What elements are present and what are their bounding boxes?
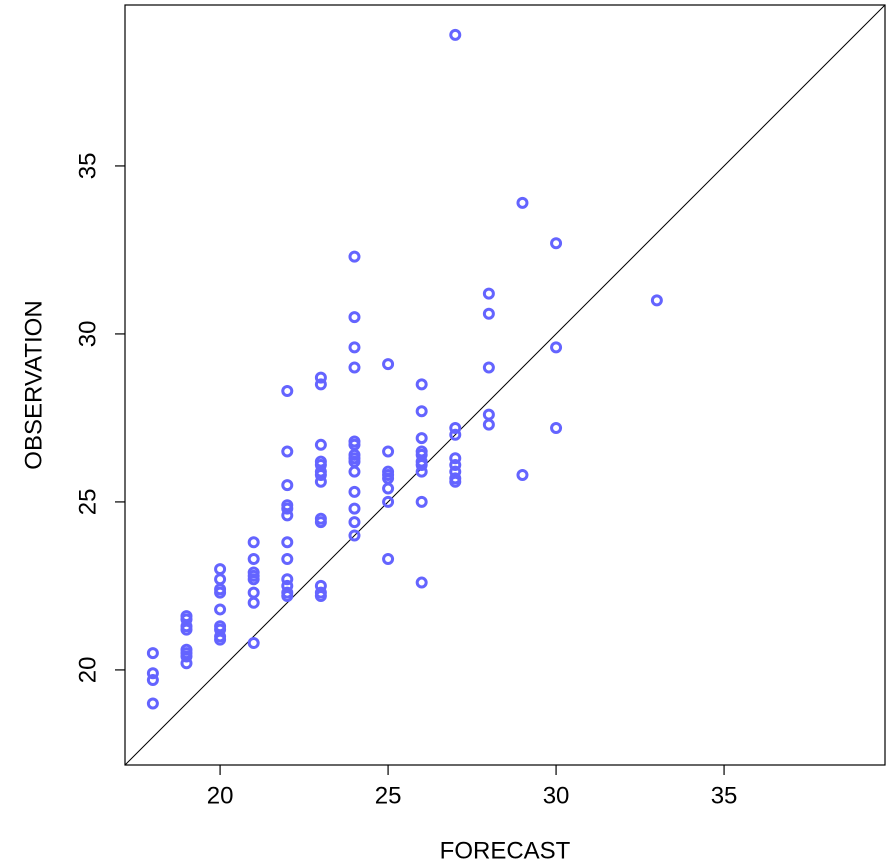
point [449, 458, 462, 471]
plot-frame [124, 4, 886, 766]
point [382, 358, 395, 371]
point [415, 465, 428, 478]
point [348, 250, 361, 263]
point [348, 529, 361, 542]
point [482, 307, 495, 320]
point [382, 445, 395, 458]
point [348, 361, 361, 374]
point [247, 536, 260, 549]
point [348, 485, 361, 498]
point [314, 589, 327, 602]
point [482, 408, 495, 421]
point [516, 469, 529, 482]
point [516, 196, 529, 209]
y-tick-label: 25 [74, 489, 101, 516]
point [314, 371, 327, 384]
point [146, 697, 159, 710]
point [281, 509, 294, 522]
point [281, 553, 294, 566]
point [415, 458, 428, 471]
point [415, 432, 428, 445]
point [449, 452, 462, 465]
point [314, 438, 327, 451]
point [550, 237, 563, 250]
point [214, 603, 227, 616]
point [449, 28, 462, 41]
point [281, 445, 294, 458]
point [281, 589, 294, 602]
x-tick-label: 25 [375, 782, 402, 809]
point [482, 287, 495, 300]
point [348, 516, 361, 529]
point [247, 596, 260, 609]
point [314, 516, 327, 529]
point [281, 536, 294, 549]
point [382, 482, 395, 495]
point [281, 385, 294, 398]
y-tick-label: 30 [74, 321, 101, 348]
point [348, 465, 361, 478]
point [247, 553, 260, 566]
point [281, 573, 294, 586]
point [146, 667, 159, 680]
y-tick-label: 35 [74, 153, 101, 180]
point [247, 573, 260, 586]
point [314, 378, 327, 391]
x-axis-label: FORECAST [440, 837, 571, 864]
point [247, 637, 260, 650]
point [449, 475, 462, 488]
point [449, 428, 462, 441]
identity-line [124, 4, 886, 766]
point [281, 479, 294, 492]
point [146, 673, 159, 686]
point [382, 553, 395, 566]
point [314, 469, 327, 482]
point [348, 311, 361, 324]
point [214, 633, 227, 646]
point [415, 405, 428, 418]
point [482, 361, 495, 374]
point [348, 341, 361, 354]
point [348, 502, 361, 515]
point [180, 657, 193, 670]
y-tick-label: 20 [74, 657, 101, 684]
point [550, 422, 563, 435]
point [382, 495, 395, 508]
point [415, 576, 428, 589]
point [180, 623, 193, 636]
point [281, 502, 294, 515]
point [314, 475, 327, 488]
point [247, 586, 260, 599]
point [482, 418, 495, 431]
point [415, 495, 428, 508]
point [214, 573, 227, 586]
x-tick-label: 35 [711, 782, 738, 809]
point [214, 586, 227, 599]
point [550, 341, 563, 354]
x-tick-label: 20 [207, 782, 234, 809]
y-axis-label: OBSERVATION [20, 300, 47, 469]
point [415, 378, 428, 391]
point [146, 647, 159, 660]
x-tick-label: 30 [543, 782, 570, 809]
point [214, 563, 227, 576]
point [180, 650, 193, 663]
point [650, 294, 663, 307]
point [449, 422, 462, 435]
